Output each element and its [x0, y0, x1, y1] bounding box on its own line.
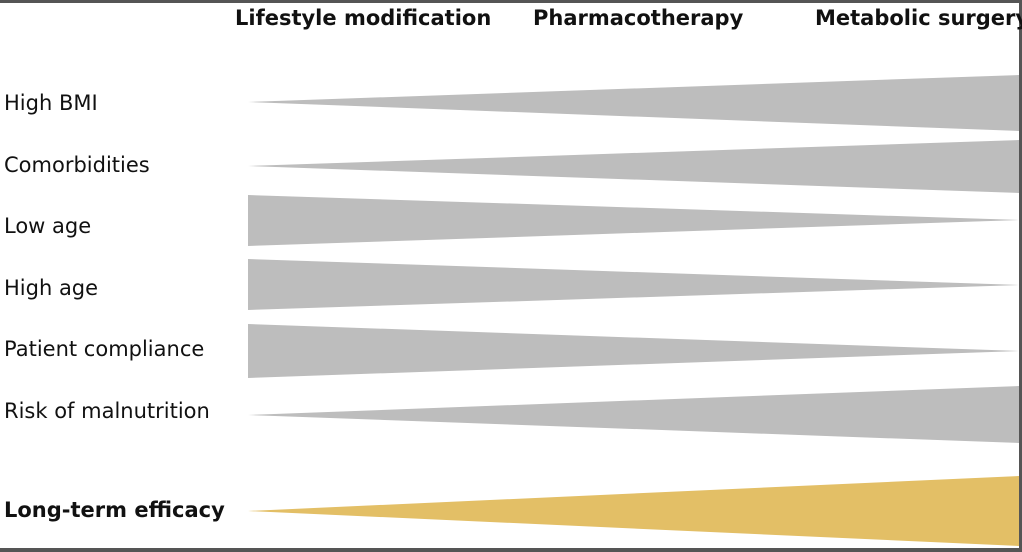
row-label: Patient compliance — [4, 337, 204, 361]
frame-right — [1019, 0, 1022, 552]
column-header: Lifestyle modification — [235, 6, 491, 30]
wedge-increasing — [248, 75, 1019, 131]
wedge-efficacy — [248, 476, 1019, 546]
wedge-decreasing — [248, 324, 1019, 378]
row-label: Risk of malnutrition — [4, 399, 210, 423]
wedge-increasing — [248, 140, 1019, 193]
wedge-decreasing — [248, 259, 1019, 310]
column-header: Pharmacotherapy — [533, 6, 744, 30]
wedge-increasing — [248, 386, 1019, 443]
frame-bottom — [0, 548, 1022, 552]
row-label: High BMI — [4, 91, 98, 115]
column-header: Metabolic surgery — [815, 6, 1022, 30]
wedge-decreasing — [248, 195, 1019, 246]
row-label: Comorbidities — [4, 153, 150, 177]
frame-top — [0, 0, 1022, 3]
row-label: Long-term efficacy — [4, 498, 225, 522]
row-label: Low age — [4, 214, 91, 238]
row-label: High age — [4, 276, 98, 300]
